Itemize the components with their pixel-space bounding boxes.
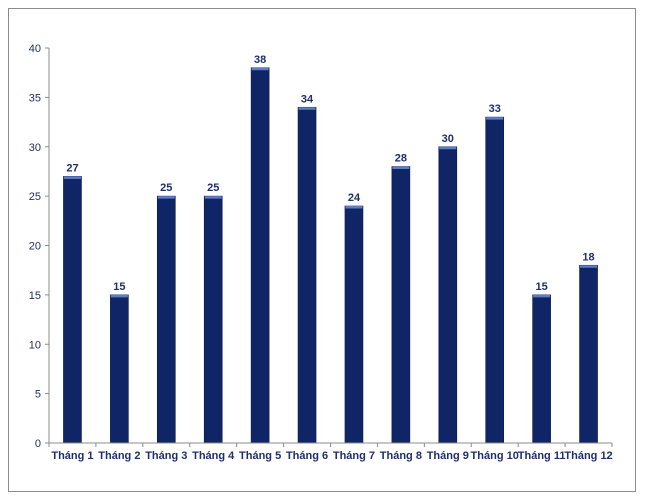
bar: [532, 294, 551, 444]
bar-top-highlight: [580, 265, 598, 268]
bar: [203, 195, 223, 444]
y-tick-label: 0: [35, 438, 41, 450]
data-label: 28: [395, 153, 407, 165]
axes: [48, 48, 613, 447]
data-label: 38: [254, 54, 266, 66]
y-tick-label: 5: [35, 389, 41, 401]
y-tick-label: 25: [29, 191, 41, 203]
data-label: 34: [301, 93, 314, 105]
y-tick-label: 35: [29, 92, 41, 104]
bars: [63, 67, 598, 444]
data-label: 18: [582, 251, 594, 263]
bar: [391, 166, 411, 444]
y-tick-label: 10: [29, 339, 41, 351]
bar-top-highlight: [298, 107, 316, 110]
data-label: 27: [66, 162, 78, 174]
bar: [438, 146, 458, 444]
bar-top-highlight: [486, 117, 504, 120]
data-label: 24: [348, 192, 361, 204]
x-tick-label: Tháng 7: [333, 450, 375, 462]
x-tick-label: Tháng 2: [98, 450, 140, 462]
x-tick-label: Tháng 9: [427, 450, 469, 462]
y-tick-label: 15: [29, 290, 41, 302]
data-labels: 27 15 25 25 38 34 24 28 30 33 15 18: [66, 54, 594, 293]
data-label: 30: [442, 133, 454, 145]
bar: [485, 116, 505, 444]
bar: [156, 195, 176, 444]
bar-top-highlight: [392, 166, 410, 169]
bar: [579, 264, 598, 444]
bar-top-highlight: [63, 176, 81, 179]
data-label: 15: [113, 281, 125, 293]
y-tick-label: 30: [29, 142, 41, 154]
bar-top-highlight: [533, 294, 551, 298]
bar-top-highlight: [110, 294, 128, 298]
x-tick-label: Tháng 3: [145, 450, 187, 462]
data-label: 33: [489, 103, 501, 115]
x-tick-label: Tháng 10: [471, 450, 519, 462]
x-tick-label: Tháng 6: [286, 450, 328, 462]
bar: [344, 205, 364, 444]
bar-top-highlight: [345, 206, 363, 209]
bar-top-highlight: [251, 67, 269, 71]
bar-top-highlight: [157, 196, 175, 199]
bar: [63, 176, 82, 444]
bar: [110, 294, 129, 444]
bar: [297, 106, 317, 444]
y-tick-label: 40: [29, 43, 41, 55]
data-label: 25: [160, 182, 172, 194]
x-tick-label: Tháng 1: [51, 450, 93, 462]
x-axis-labels: Tháng 1 Tháng 2 Tháng 3 Tháng 4 Tháng 5 Tháng…: [51, 450, 612, 462]
x-tick-label: Tháng 8: [380, 450, 422, 462]
x-tick-label: Tháng 5: [239, 450, 281, 462]
data-label: 15: [536, 281, 548, 293]
bar-top-highlight: [439, 146, 457, 150]
x-tick-label: Tháng 4: [192, 450, 235, 462]
x-tick-label: Tháng 12: [564, 450, 612, 462]
y-tick-label: 20: [29, 241, 41, 253]
y-axis-ticks: 0 5 10 15 20 25 30 35 40: [29, 43, 49, 450]
x-tick-label: Tháng 11: [518, 450, 566, 462]
bar-top-highlight: [204, 196, 222, 199]
data-label: 25: [207, 182, 219, 194]
bar: [250, 67, 270, 444]
